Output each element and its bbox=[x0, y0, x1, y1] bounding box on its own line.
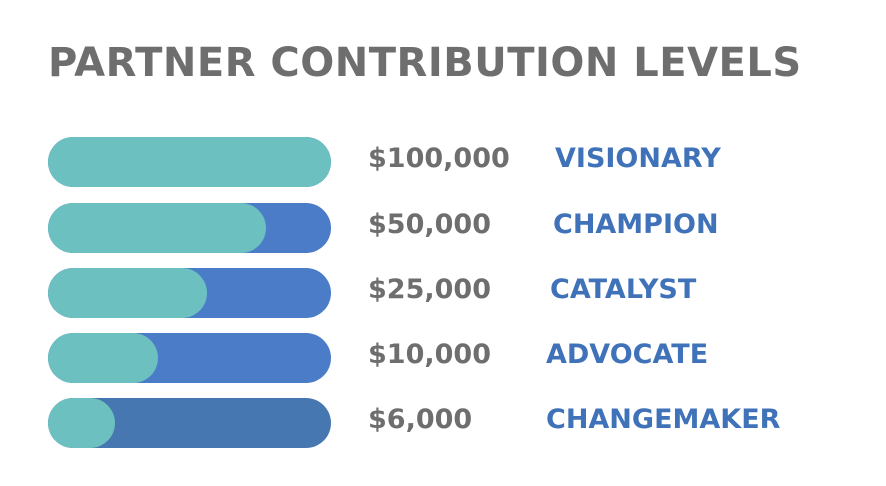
title: PARTNER CONTRIBUTION LEVELS bbox=[48, 40, 802, 86]
level-name: CHANGEMAKER bbox=[546, 404, 781, 435]
level-name: VISIONARY bbox=[555, 143, 721, 174]
level-amount: $50,000 bbox=[368, 209, 491, 240]
level-amount: $100,000 bbox=[368, 143, 510, 174]
level-bar bbox=[48, 137, 331, 187]
level-bar bbox=[48, 268, 331, 318]
level-amount: $6,000 bbox=[368, 404, 473, 435]
level-bar-fill bbox=[48, 268, 207, 318]
level-name: ADVOCATE bbox=[546, 339, 709, 370]
level-bar bbox=[48, 398, 331, 448]
level-bar-fill bbox=[48, 398, 115, 448]
level-bar bbox=[48, 333, 331, 383]
level-bar-fill bbox=[48, 333, 158, 383]
level-name: CATALYST bbox=[550, 274, 697, 305]
level-amount: $25,000 bbox=[368, 274, 491, 305]
level-amount: $10,000 bbox=[368, 339, 491, 370]
level-bar-fill bbox=[48, 203, 266, 253]
level-bar-fill bbox=[48, 137, 331, 187]
level-bar bbox=[48, 203, 331, 253]
level-name: CHAMPION bbox=[553, 209, 719, 240]
